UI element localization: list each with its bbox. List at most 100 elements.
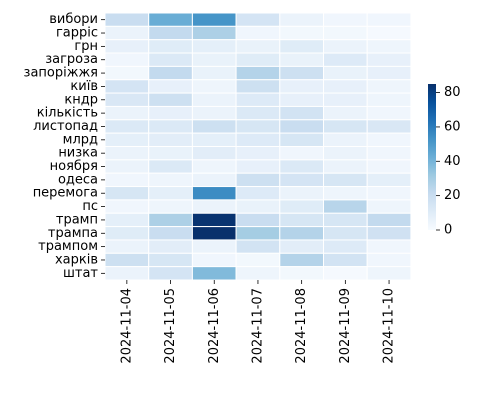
heatmap-cell bbox=[279, 39, 324, 54]
heatmap-cell bbox=[104, 12, 150, 27]
heatmap-cell bbox=[104, 52, 150, 67]
heatmap-cell bbox=[104, 186, 150, 201]
heatmap-cell bbox=[366, 105, 412, 121]
heatmap-cell bbox=[366, 79, 412, 94]
heatmap-cell bbox=[366, 159, 412, 174]
heatmap-cell bbox=[191, 132, 237, 147]
heatmap-cell bbox=[323, 226, 368, 241]
heatmap-cell bbox=[235, 186, 281, 201]
heatmap-cell bbox=[191, 186, 237, 201]
heatmap-cell bbox=[104, 226, 150, 241]
heatmap-cell bbox=[323, 212, 368, 228]
heatmap-cell bbox=[323, 266, 368, 281]
heatmap-cell bbox=[279, 186, 324, 201]
heatmap-cell bbox=[148, 266, 193, 281]
heatmap-cell bbox=[235, 172, 281, 188]
heatmap-cell bbox=[148, 65, 193, 81]
heatmap-cell bbox=[148, 252, 193, 268]
heatmap-cell bbox=[366, 12, 412, 27]
heatmap-cell bbox=[323, 92, 368, 107]
heatmap-cell bbox=[104, 39, 150, 54]
heatmap-cell bbox=[366, 25, 412, 41]
heatmap-cell bbox=[104, 65, 150, 81]
heatmap-cell bbox=[191, 25, 237, 41]
y-tick-label: київ bbox=[70, 79, 98, 94]
heatmap-cell bbox=[323, 52, 368, 67]
heatmap-cell bbox=[235, 132, 281, 147]
heatmap-cell bbox=[279, 105, 324, 121]
y-tick-label: ноября bbox=[50, 159, 98, 174]
heatmap-cell bbox=[148, 79, 193, 94]
y-tick-label: загроза bbox=[45, 52, 98, 67]
heatmap-cell bbox=[366, 252, 412, 268]
heatmap-cell bbox=[235, 212, 281, 228]
heatmap-cell bbox=[191, 79, 237, 94]
heatmap-cell bbox=[148, 186, 193, 201]
heatmap-cell bbox=[148, 159, 193, 174]
heatmap-cell bbox=[323, 79, 368, 94]
heatmap-cell bbox=[323, 199, 368, 214]
heatmap-cell bbox=[235, 79, 281, 94]
heatmap-cell bbox=[323, 146, 368, 161]
y-tick-label: кндр bbox=[64, 92, 98, 107]
heatmap-cell bbox=[191, 239, 237, 254]
x-tick-label: 2024-11-06 bbox=[207, 288, 222, 364]
y-tick-label: гарріс bbox=[56, 26, 98, 41]
heatmap-cell bbox=[323, 119, 368, 134]
heatmap-cell bbox=[235, 119, 281, 134]
y-tick-label: трамп bbox=[56, 212, 98, 227]
heatmap-cell bbox=[279, 199, 324, 214]
y-tick-label: вибори bbox=[49, 12, 98, 27]
heatmap-cell bbox=[279, 52, 324, 67]
heatmap-cell bbox=[235, 226, 281, 241]
heatmap-cell bbox=[104, 25, 150, 41]
heatmap-cell bbox=[104, 146, 150, 161]
heatmap-cell bbox=[366, 186, 412, 201]
heatmap-cell bbox=[104, 105, 150, 121]
heatmap-cell bbox=[235, 52, 281, 67]
colorbar-gradient bbox=[428, 84, 436, 230]
heatmap-cell bbox=[104, 172, 150, 188]
heatmap-cell bbox=[191, 146, 237, 161]
y-tick-label: млрд bbox=[63, 132, 98, 147]
heatmap-cell bbox=[235, 266, 281, 281]
heatmap-cell bbox=[191, 105, 237, 121]
heatmap-cell bbox=[323, 159, 368, 174]
heatmap-cell bbox=[104, 132, 150, 147]
heatmap-cell bbox=[279, 65, 324, 81]
heatmap-cell bbox=[148, 119, 193, 134]
x-tick-label: 2024-11-09 bbox=[338, 288, 353, 364]
heatmap-cell bbox=[148, 212, 193, 228]
heatmap-cell bbox=[235, 12, 281, 27]
heatmap-cell bbox=[191, 212, 237, 228]
colorbar-tick-label: 60 bbox=[444, 119, 461, 134]
heatmap-cell bbox=[235, 92, 281, 107]
x-tick-label: 2024-11-10 bbox=[382, 288, 397, 364]
heatmap-cell bbox=[191, 119, 237, 134]
y-tick-label: перемога bbox=[33, 186, 98, 201]
heatmap-cell bbox=[148, 132, 193, 147]
y-tick-label: трампа bbox=[48, 226, 98, 241]
heatmap-cell bbox=[279, 146, 324, 161]
heatmap-cell bbox=[323, 252, 368, 268]
x-tick-label: 2024-11-05 bbox=[163, 288, 178, 364]
heatmap-cell bbox=[235, 105, 281, 121]
heatmap-cell bbox=[279, 212, 324, 228]
heatmap-cell bbox=[104, 119, 150, 134]
heatmap-cell bbox=[323, 132, 368, 147]
colorbar-tick-label: 80 bbox=[444, 85, 461, 100]
heatmap-cell bbox=[148, 199, 193, 214]
heatmap-cell bbox=[235, 39, 281, 54]
heatmap-cell bbox=[323, 186, 368, 201]
y-tick-label: кількість bbox=[37, 106, 98, 121]
heatmap-cell bbox=[191, 252, 237, 268]
heatmap-cell bbox=[104, 159, 150, 174]
heatmap-cell bbox=[148, 172, 193, 188]
y-tick-label: запоріжжя bbox=[24, 66, 98, 81]
y-tick-label: штат bbox=[63, 266, 98, 281]
heatmap-cell bbox=[279, 172, 324, 188]
heatmap-cell bbox=[191, 92, 237, 107]
heatmap-cell bbox=[191, 199, 237, 214]
heatmap-cell bbox=[323, 12, 368, 27]
